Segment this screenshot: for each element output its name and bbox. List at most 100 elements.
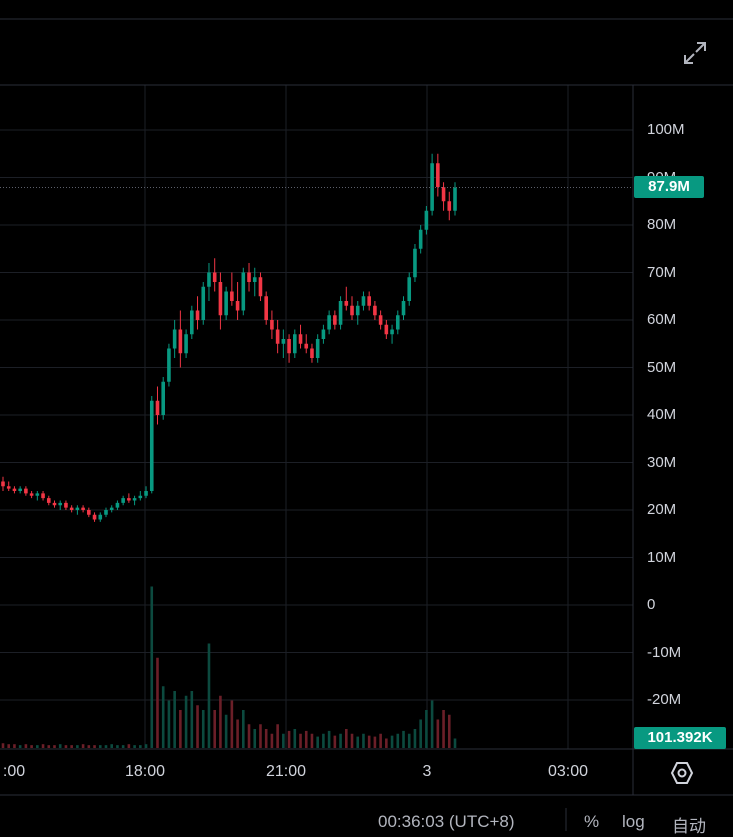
- last-volume-tag: 101.392K: [634, 727, 726, 749]
- volume-bar: [213, 710, 216, 748]
- candle-body: [230, 291, 234, 301]
- candle-body: [338, 301, 343, 325]
- volume-bar: [453, 738, 457, 748]
- candle-body: [447, 201, 452, 211]
- candle-body: [75, 507, 80, 510]
- candle-body: [127, 498, 131, 501]
- candle-body: [241, 272, 246, 311]
- candle-body: [18, 488, 22, 491]
- volume-bar: [253, 729, 257, 748]
- volume-bar: [299, 733, 302, 748]
- clock-timezone[interactable]: 00:36:03 (UTC+8): [378, 812, 515, 831]
- candle-body: [69, 507, 74, 510]
- price-tick-label: 60M: [647, 311, 677, 328]
- candle-body: [298, 334, 303, 344]
- candle-body: [161, 381, 166, 415]
- candle-body: [315, 339, 320, 358]
- candle-body: [207, 272, 211, 287]
- volume-bar: [436, 719, 440, 748]
- volume-bar: [425, 710, 428, 748]
- volume-bar: [259, 724, 262, 748]
- volume-bar: [316, 736, 319, 748]
- log-button[interactable]: log: [622, 812, 645, 831]
- volume-bar: [310, 733, 314, 748]
- candle-body: [270, 320, 274, 330]
- volume-bar: [242, 710, 245, 748]
- volume-bar: [407, 733, 411, 748]
- percent-button[interactable]: %: [584, 812, 600, 831]
- candle-body: [132, 498, 137, 501]
- price-tick-label: 20M: [647, 501, 677, 518]
- candle-body: [1, 481, 5, 487]
- candle-body: [121, 498, 125, 503]
- candle-body: [275, 329, 280, 344]
- auto-button[interactable]: 自动: [672, 817, 706, 836]
- volume-bar: [402, 730, 405, 748]
- volume-bar: [350, 733, 354, 748]
- candle-body: [138, 495, 143, 499]
- volume-bar: [121, 745, 125, 748]
- settings-icon[interactable]: [669, 760, 695, 786]
- volume-bar: [282, 733, 285, 748]
- volume-bar: [184, 695, 188, 748]
- volume-bar: [270, 733, 274, 748]
- candle-body: [407, 277, 412, 301]
- candle-body: [395, 315, 400, 330]
- volume-bar: [304, 730, 308, 748]
- candle-body: [81, 507, 85, 510]
- price-tick-label: 100M: [647, 121, 685, 138]
- volume-bar: [396, 733, 400, 748]
- volume-bar: [236, 719, 239, 748]
- volume-bar: [53, 745, 56, 748]
- candle-body: [441, 187, 446, 202]
- candle-body: [321, 329, 326, 339]
- expand-arrows-icon[interactable]: [682, 40, 708, 66]
- candle-body: [281, 339, 286, 344]
- candle-body: [304, 343, 309, 349]
- volume-bar: [344, 729, 348, 748]
- price-tick-label: -20M: [647, 691, 682, 708]
- volume-bar: [367, 735, 371, 748]
- volume-bar: [379, 733, 382, 748]
- candle-body: [252, 277, 257, 282]
- volume-bar: [230, 700, 234, 748]
- candle-body: [52, 502, 57, 506]
- volume-bar: [413, 729, 417, 748]
- time-tick-label: 03:00: [547, 763, 589, 780]
- candle-body: [64, 502, 68, 508]
- volume-bar: [430, 700, 434, 748]
- candle-body: [413, 248, 417, 278]
- price-tick-label: 50M: [647, 358, 677, 376]
- volume-bar: [264, 729, 268, 748]
- price-tick-label: 70M: [647, 263, 677, 281]
- volume-bar: [18, 745, 22, 748]
- volume-bar: [293, 729, 297, 748]
- candle-body: [247, 272, 251, 282]
- candle-body: [367, 296, 371, 306]
- volume-bar: [104, 745, 108, 748]
- candle-body: [201, 286, 206, 320]
- volume-bar: [133, 745, 136, 748]
- candlesticks: [1, 153, 457, 522]
- volume-bar: [442, 710, 445, 748]
- time-tick-label: 18:00: [124, 763, 166, 780]
- candle-body: [344, 301, 349, 306]
- volume-bar: [36, 745, 39, 748]
- volume-bar: [13, 744, 16, 748]
- volume-bar: [110, 744, 114, 748]
- candle-body: [390, 329, 394, 335]
- candle-body: [333, 315, 337, 325]
- volume-bar: [64, 745, 68, 748]
- volume-bar: [127, 744, 131, 748]
- grid-lines: [0, 85, 633, 749]
- price-tick-label: 40M: [647, 406, 677, 423]
- candle-body: [58, 502, 63, 506]
- candle-body: [109, 507, 114, 510]
- candle-body: [184, 334, 188, 354]
- candle-body: [453, 187, 457, 211]
- candle-body: [41, 493, 45, 499]
- volume-bar: [1, 743, 5, 748]
- candle-body: [292, 334, 297, 354]
- volume-bar: [327, 730, 331, 748]
